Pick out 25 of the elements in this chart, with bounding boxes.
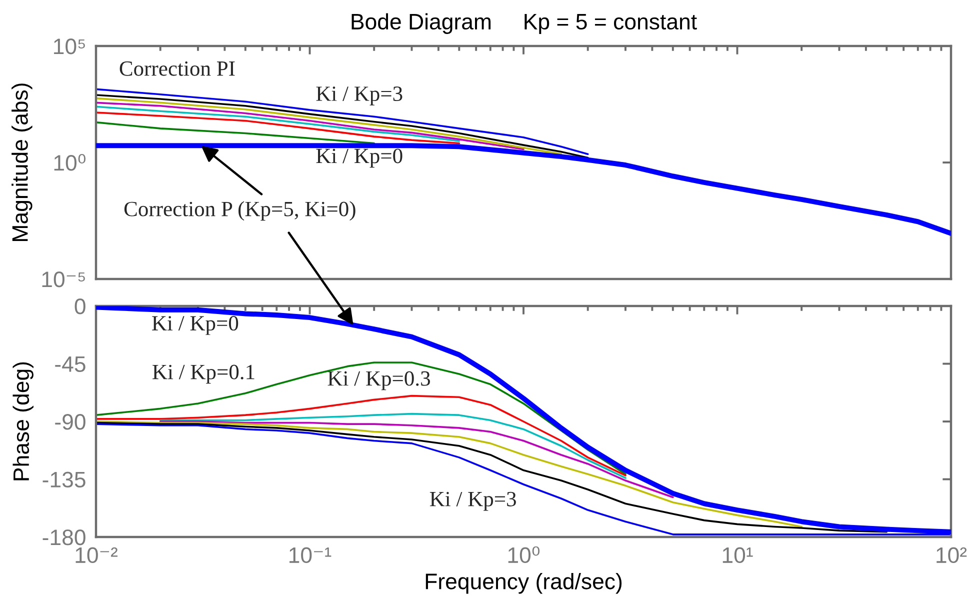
- annotation: Ki / Kp=3: [430, 492, 516, 511]
- annotation: Ki / Kp=3: [316, 86, 402, 106]
- annotation: Correction P (Kp=5, Ki=0): [124, 201, 356, 221]
- x-tick-label: 10⁻²: [76, 547, 118, 564]
- annotation: Ki / Kp=0: [316, 148, 402, 168]
- y-tick-label: -45: [55, 356, 86, 372]
- x-tick-label: 10⁰: [508, 546, 540, 564]
- chart-title: Bode Diagram Kp = 5 = constant: [352, 13, 697, 34]
- y-tick-label: 10⁰: [54, 154, 86, 171]
- y-axis-title: Phase (deg): [12, 362, 34, 480]
- annotation: Ki / Kp=0.1: [152, 364, 254, 384]
- x-tick-label: 10⁻¹: [290, 547, 332, 564]
- x-axis-title: Frequency (rad/sec): [426, 572, 622, 594]
- x-tick-label: 10²: [936, 547, 967, 564]
- annotation: Ki / Kp=0.3: [328, 371, 430, 390]
- y-tick-label: -180: [42, 530, 86, 546]
- annotation: Correction PI: [120, 61, 235, 76]
- y-tick-label: 10⁻⁵: [42, 272, 85, 288]
- y-tick-label: -90: [55, 414, 86, 430]
- y-tick-label: 0: [74, 298, 86, 314]
- y-tick-label: -135: [42, 472, 86, 488]
- annotation: Ki / Kp=0: [152, 316, 238, 335]
- y-tick-label: 10⁵: [54, 38, 85, 54]
- y-axis-title: Magnitude (abs): [12, 84, 32, 241]
- x-tick-label: 10¹: [722, 547, 753, 564]
